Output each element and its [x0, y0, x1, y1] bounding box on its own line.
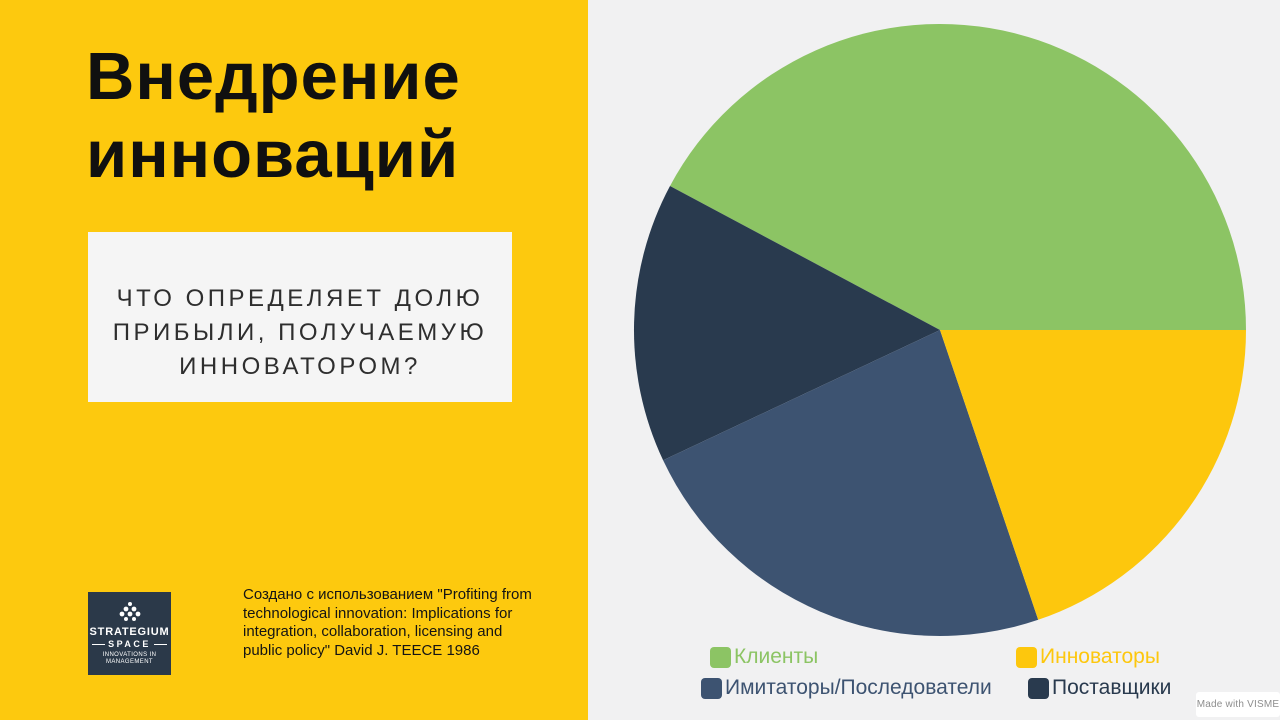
logo-molecule-icon — [119, 602, 140, 621]
legend-swatch — [701, 677, 722, 699]
logo-space-row: SPACE — [92, 639, 167, 649]
pie-slice-Поставщики — [633, 186, 940, 461]
chart-legend: Клиенты Инноваторы Имитаторы/Последователи… — [588, 0, 1280, 720]
legend-label: Имитаторы/Последователи — [725, 676, 992, 699]
left-panel: Внедрение инноваций ЧТО ОПРЕДЕЛЯЕТ ДОЛЮ … — [0, 0, 588, 720]
logo-rule-left — [92, 643, 106, 645]
legend-label: Инноваторы — [1040, 645, 1160, 668]
visme-watermark[interactable]: Made with VISME — [1196, 692, 1280, 717]
pie-slice-Имитаторы/Последователи — [663, 330, 1039, 636]
logo-name: STRATEGIUM — [89, 626, 170, 638]
logo-rule-right — [153, 643, 167, 645]
chart-panel: Клиенты Инноваторы Имитаторы/Последователи… — [588, 0, 1280, 720]
logo-space: SPACE — [108, 639, 151, 649]
legend-swatch — [1028, 677, 1049, 699]
subtitle-text: ЧТО ОПРЕДЕЛЯЕТ ДОЛЮ ПРИБЫЛИ, ПОЛУЧАЕМУЮ … — [112, 285, 488, 380]
strategium-logo: STRATEGIUM SPACE INNOVATIONS IN MANAGEME… — [88, 592, 171, 675]
citation-text: Создано с использованием "Profiting from… — [243, 586, 532, 659]
legend-label: Клиенты — [734, 645, 819, 668]
pie-slice-Клиенты — [670, 24, 1246, 331]
pie-slice-Инноваторы — [940, 330, 1246, 620]
legend-item-Клиенты: Клиенты — [710, 645, 818, 669]
legend-item-Поставщики: Поставщики — [1028, 676, 1171, 700]
legend-swatch — [1016, 646, 1037, 668]
legend-item-Инноваторы: Инноваторы — [1016, 645, 1160, 669]
legend-label: Поставщики — [1052, 676, 1172, 699]
subtitle-box: ЧТО ОПРЕДЕЛЯЕТ ДОЛЮ ПРИБЫЛИ, ПОЛУЧАЕМУЮ … — [88, 232, 512, 402]
pie-chart — [633, 24, 1246, 636]
logo-tagline: INNOVATIONS IN MANAGEMENT — [102, 652, 157, 665]
slide-title: Внедрение инноваций — [86, 39, 461, 192]
legend-swatch — [710, 646, 731, 668]
legend-item-Имитаторы/Последователи: Имитаторы/Последователи — [701, 676, 992, 700]
